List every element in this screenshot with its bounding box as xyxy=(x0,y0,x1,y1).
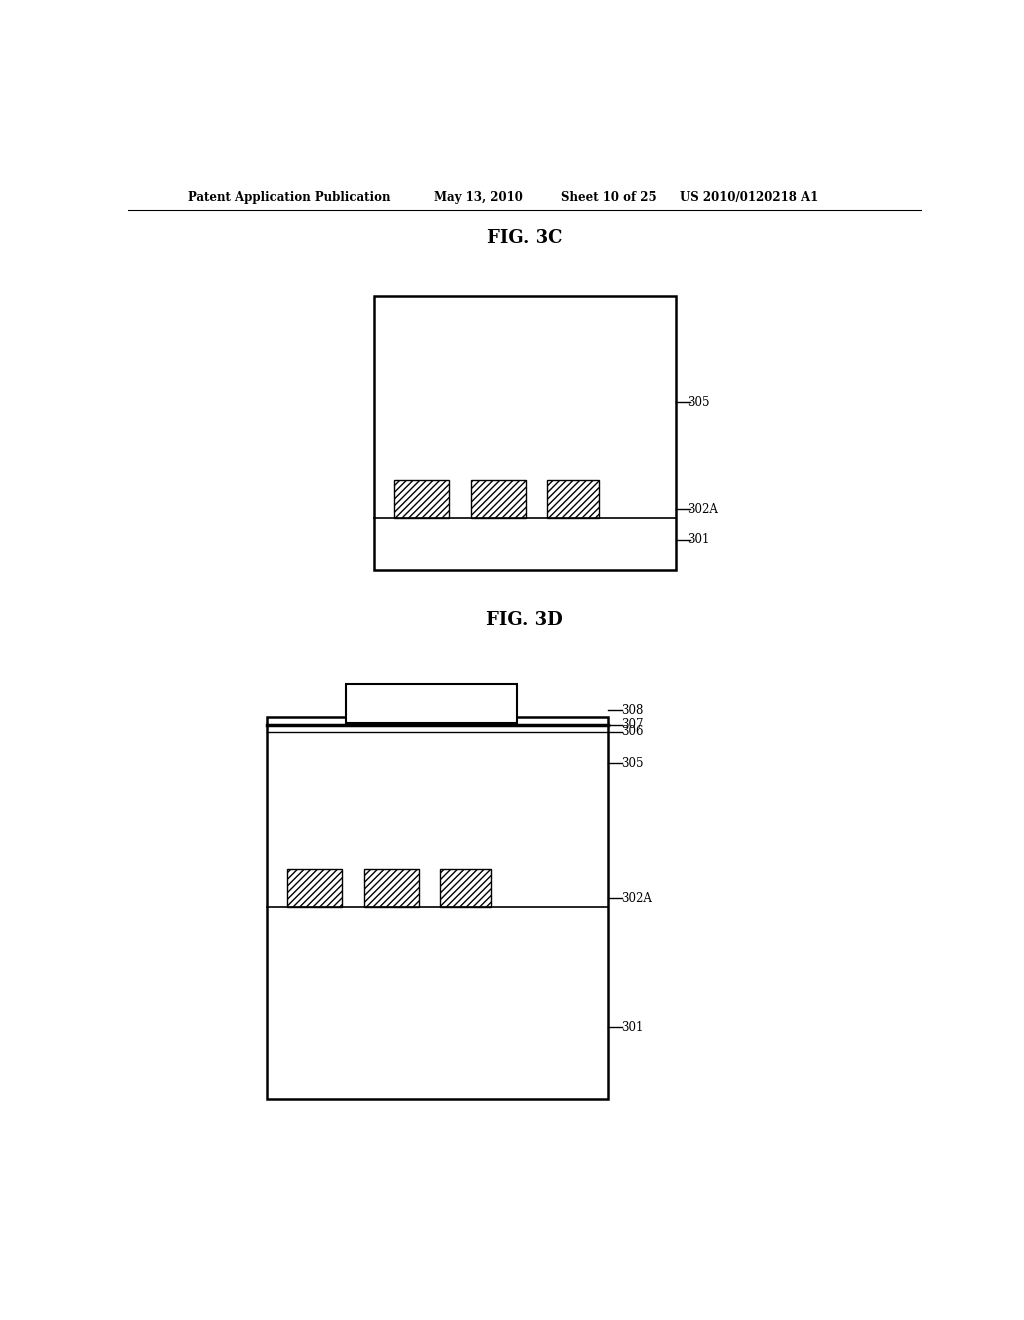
Text: FIG. 3D: FIG. 3D xyxy=(486,611,563,628)
Text: 302A: 302A xyxy=(622,892,652,904)
Bar xyxy=(346,684,517,722)
Text: 302A: 302A xyxy=(687,503,719,516)
Text: 308: 308 xyxy=(622,704,644,717)
Bar xyxy=(471,479,526,519)
Text: 305: 305 xyxy=(687,396,710,409)
Bar xyxy=(394,479,450,519)
Bar xyxy=(364,869,419,907)
Text: 301: 301 xyxy=(687,533,710,546)
Bar xyxy=(440,869,492,907)
Text: US 2010/0120218 A1: US 2010/0120218 A1 xyxy=(680,190,818,203)
Bar xyxy=(547,479,599,519)
Text: 305: 305 xyxy=(622,756,644,770)
Text: 306: 306 xyxy=(622,725,644,738)
Bar xyxy=(287,869,342,907)
Text: 307: 307 xyxy=(622,718,644,731)
Text: May 13, 2010: May 13, 2010 xyxy=(433,190,522,203)
Text: 301: 301 xyxy=(622,1020,644,1034)
Bar xyxy=(374,296,676,570)
Bar xyxy=(267,718,608,1098)
Text: FIG. 3C: FIG. 3C xyxy=(487,228,562,247)
Text: Patent Application Publication: Patent Application Publication xyxy=(187,190,390,203)
Text: Sheet 10 of 25: Sheet 10 of 25 xyxy=(560,190,656,203)
